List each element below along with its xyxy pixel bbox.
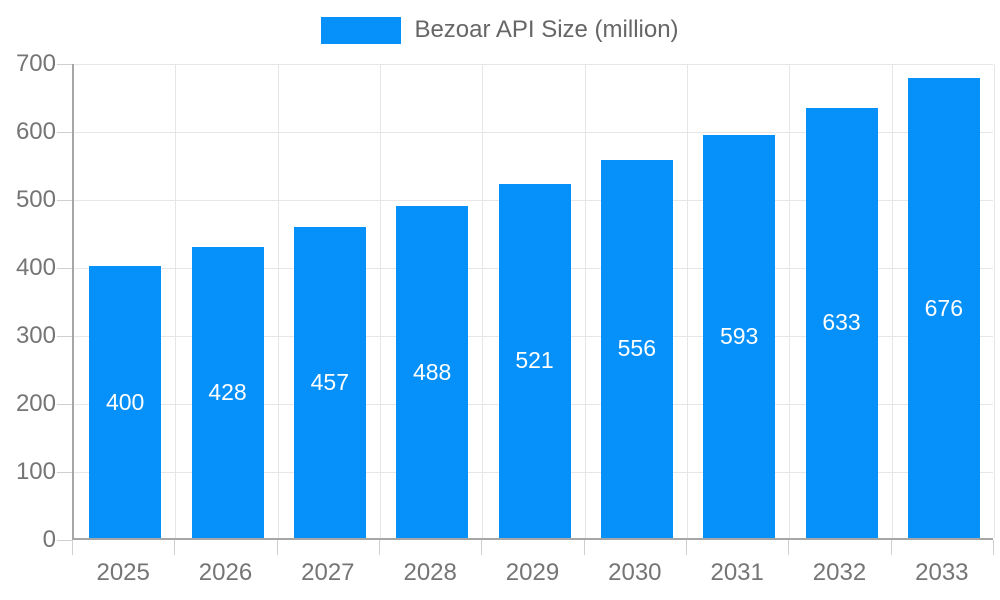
plot-area: 400 428 457 488 521 556 593 633 676 xyxy=(72,64,995,540)
y-gridline xyxy=(74,64,993,65)
y-gridline xyxy=(74,132,993,133)
y-axis-tick xyxy=(57,403,72,405)
bar-value-label: 556 xyxy=(617,335,657,362)
bar-value-label: 593 xyxy=(719,322,759,349)
bar[interactable]: 521 xyxy=(498,183,571,538)
x-gridline xyxy=(584,64,586,538)
bar[interactable]: 457 xyxy=(293,227,366,538)
y-tick-label: 400 xyxy=(15,254,56,281)
x-axis-tick xyxy=(890,540,892,555)
bar[interactable]: 488 xyxy=(396,206,469,538)
x-gridline xyxy=(482,64,484,538)
bar-value-label: 676 xyxy=(924,294,964,321)
y-tick-label: 300 xyxy=(15,322,56,349)
x-axis-tick xyxy=(276,540,278,555)
x-axis-tick xyxy=(993,540,994,555)
bar-value-label: 521 xyxy=(515,347,554,374)
x-tick-label: 2031 xyxy=(710,559,764,586)
bar[interactable]: 676 xyxy=(907,78,980,538)
y-tick-label: 500 xyxy=(15,186,56,213)
bar[interactable]: 428 xyxy=(191,246,264,538)
legend-swatch xyxy=(321,16,402,44)
x-gridline xyxy=(687,64,688,538)
x-axis-tick xyxy=(481,540,483,555)
y-tick-label: 0 xyxy=(42,526,56,553)
x-tick-label: 2026 xyxy=(198,559,253,586)
x-tick-label: 2033 xyxy=(915,559,969,586)
x-gridline xyxy=(175,64,177,538)
legend-label: Bezoar API Size (million) xyxy=(414,16,679,43)
bar-value-label: 488 xyxy=(412,358,452,385)
y-tick-label: 600 xyxy=(15,118,56,145)
y-axis-tick xyxy=(57,131,72,133)
bar[interactable]: 633 xyxy=(805,107,878,538)
x-axis-tick xyxy=(174,540,176,555)
x-tick-label: 2032 xyxy=(812,559,867,586)
legend-item[interactable]: Bezoar API Size (million) xyxy=(0,16,1000,44)
y-axis-tick xyxy=(57,199,72,201)
bar[interactable]: 400 xyxy=(89,266,162,538)
x-gridline xyxy=(380,64,381,538)
x-tick-label: 2027 xyxy=(301,559,355,586)
x-gridline xyxy=(789,64,791,538)
y-axis-tick xyxy=(57,335,72,337)
x-tick-label: 2025 xyxy=(96,559,150,586)
x-tick-label: 2030 xyxy=(608,559,662,586)
x-gridline xyxy=(994,64,995,538)
y-axis-tick xyxy=(57,539,72,541)
bar-value-label: 400 xyxy=(105,388,145,415)
y-axis-tick xyxy=(57,63,72,65)
y-axis-tick xyxy=(57,267,72,269)
y-axis-tick xyxy=(57,471,72,473)
bar-value-label: 428 xyxy=(208,378,247,405)
x-axis-tick xyxy=(379,540,380,555)
y-tick-label: 700 xyxy=(15,50,56,77)
x-axis-tick xyxy=(788,540,790,555)
x-gridline xyxy=(277,64,279,538)
x-axis-tick xyxy=(72,540,73,555)
bar[interactable]: 593 xyxy=(703,134,776,538)
x-axis-tick xyxy=(583,540,585,555)
y-tick-label: 200 xyxy=(15,390,56,417)
x-tick-label: 2028 xyxy=(403,559,457,586)
bar-value-label: 457 xyxy=(310,369,350,396)
y-tick-label: 100 xyxy=(15,458,56,485)
bar-value-label: 633 xyxy=(822,309,861,336)
x-gridline xyxy=(891,64,893,538)
x-axis-tick xyxy=(686,540,687,555)
x-tick-label: 2029 xyxy=(505,559,560,586)
bar[interactable]: 556 xyxy=(600,159,673,538)
